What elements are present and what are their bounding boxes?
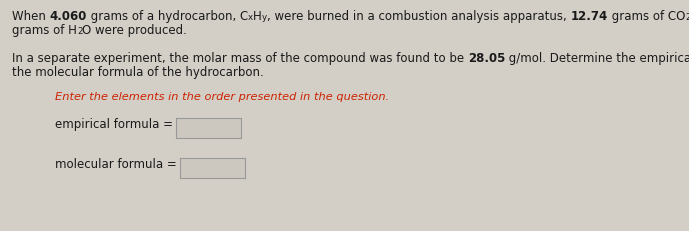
Text: When: When xyxy=(12,10,50,23)
Text: the molecular formula of the hydrocarbon.: the molecular formula of the hydrocarbon… xyxy=(12,66,264,79)
Text: 2: 2 xyxy=(686,13,689,22)
Text: 12.74: 12.74 xyxy=(570,10,608,23)
Text: O were produced.: O were produced. xyxy=(83,24,187,37)
Text: x: x xyxy=(248,13,254,22)
Text: Enter the elements in the order presented in the question.: Enter the elements in the order presente… xyxy=(55,92,389,102)
Text: grams of CO: grams of CO xyxy=(608,10,686,23)
Text: empirical formula =: empirical formula = xyxy=(55,118,173,131)
Text: molecular formula =: molecular formula = xyxy=(55,158,177,171)
Text: y: y xyxy=(262,13,267,22)
Text: H: H xyxy=(254,10,262,23)
Text: , were burned in a combustion analysis apparatus,: , were burned in a combustion analysis a… xyxy=(267,10,570,23)
Text: 4.060: 4.060 xyxy=(50,10,87,23)
Text: grams of H: grams of H xyxy=(12,24,77,37)
Text: 2: 2 xyxy=(77,27,83,36)
Text: In a separate experiment, the molar mass of the compound was found to be: In a separate experiment, the molar mass… xyxy=(12,52,468,65)
Text: 28.05: 28.05 xyxy=(468,52,505,65)
Text: g/mol. Determine the empirical formula and: g/mol. Determine the empirical formula a… xyxy=(505,52,689,65)
Text: grams of a hydrocarbon, C: grams of a hydrocarbon, C xyxy=(87,10,248,23)
